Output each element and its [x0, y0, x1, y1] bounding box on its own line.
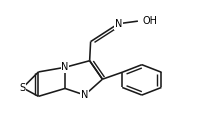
Text: S: S [20, 83, 26, 93]
Text: N: N [114, 19, 122, 29]
Text: OH: OH [143, 16, 158, 26]
Text: N: N [81, 90, 88, 100]
Text: N: N [61, 62, 69, 72]
